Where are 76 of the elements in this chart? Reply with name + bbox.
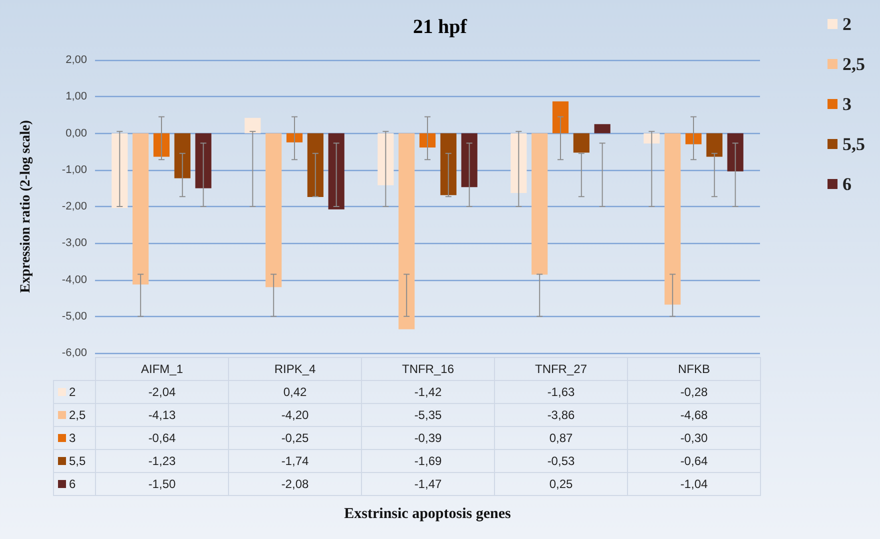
data-label: -4,20 xyxy=(228,404,362,426)
legend-label: 6 xyxy=(842,174,852,194)
bar xyxy=(419,133,436,148)
text: 2 xyxy=(842,14,852,34)
y-tick-label: 2,00 xyxy=(66,54,87,66)
data-label: -1,04 xyxy=(628,472,760,496)
bar xyxy=(727,133,744,172)
data-label: -1,50 xyxy=(96,472,228,496)
data-label: -1,47 xyxy=(362,472,494,496)
data-label: -4,13 xyxy=(96,404,228,426)
bar xyxy=(244,118,261,134)
bar xyxy=(286,133,303,142)
chart-title: 21 hpf xyxy=(413,16,468,38)
data-label: -0,53 xyxy=(494,450,628,472)
y-tick-label: -2,00 xyxy=(62,200,87,212)
bar xyxy=(307,133,324,197)
y-tick-label: 0,00 xyxy=(66,127,87,140)
text: 6 xyxy=(69,477,76,491)
bar xyxy=(644,133,660,144)
bar xyxy=(266,133,282,288)
data-label: -0,64 xyxy=(628,450,760,472)
bar xyxy=(552,101,569,134)
bar xyxy=(153,133,170,157)
data-label: -2,08 xyxy=(228,472,362,496)
bar xyxy=(440,133,456,196)
bar xyxy=(398,133,415,330)
data-label: 0,87 xyxy=(494,426,628,450)
bar xyxy=(195,133,212,188)
data-label: 0,42 xyxy=(228,380,362,404)
x-tick-label: TNFR_16 xyxy=(362,358,494,380)
data-label: -0,64 xyxy=(96,426,228,450)
data-label: -1,42 xyxy=(362,380,494,404)
x-tick-label: NFKB xyxy=(628,358,760,380)
data-label: -0,28 xyxy=(628,380,760,404)
text: 2,5 xyxy=(842,54,865,74)
data-label: -0,39 xyxy=(362,426,494,450)
legend-label: 3 xyxy=(842,94,852,114)
bar xyxy=(532,133,548,275)
y-axis-title: Expression ratio (2-log scale) xyxy=(18,120,34,293)
y-tick-label: -6,00 xyxy=(62,347,87,359)
data-label: -1,74 xyxy=(228,450,362,472)
x-tick-label: RIPK_4 xyxy=(228,358,362,380)
x-tick-label: AIFM_1 xyxy=(96,358,228,380)
bar xyxy=(328,133,344,210)
data-label: 0,25 xyxy=(494,472,628,496)
legend-label: 2,5 xyxy=(54,404,96,426)
data-label: -2,04 xyxy=(96,380,228,404)
data-label: -1,63 xyxy=(494,380,628,404)
text: Exstrinsic apoptosis genes xyxy=(343,506,512,523)
bar xyxy=(174,133,190,178)
data-label: -0,30 xyxy=(628,426,760,450)
legend-label: 5,5 xyxy=(842,134,865,154)
data-label: -4,68 xyxy=(628,404,760,426)
x-tick-label: TNFR_27 xyxy=(494,358,628,380)
y-tick-label: -3,00 xyxy=(62,237,87,250)
y-tick-label: 1,00 xyxy=(66,90,87,103)
bar xyxy=(378,133,394,186)
y-tick-label: -4,00 xyxy=(62,274,87,286)
text: 5,5 xyxy=(69,454,86,468)
bar xyxy=(132,133,149,285)
bar xyxy=(664,133,681,305)
data-label: -1,23 xyxy=(96,450,228,472)
bar xyxy=(461,133,478,188)
text: 3 xyxy=(69,431,76,445)
y-tick-label: -5,00 xyxy=(62,310,87,322)
data-label: -1,69 xyxy=(362,450,494,472)
data-label: -3,86 xyxy=(494,404,628,426)
data-label: -5,35 xyxy=(362,404,494,426)
bar xyxy=(112,133,128,208)
data-label: -0,25 xyxy=(228,426,362,450)
bar xyxy=(706,133,722,157)
bar xyxy=(573,133,590,153)
bar xyxy=(510,133,527,193)
legend-label: 2 xyxy=(54,380,96,404)
bar xyxy=(594,124,610,134)
y-tick-label: -1,00 xyxy=(62,164,87,176)
